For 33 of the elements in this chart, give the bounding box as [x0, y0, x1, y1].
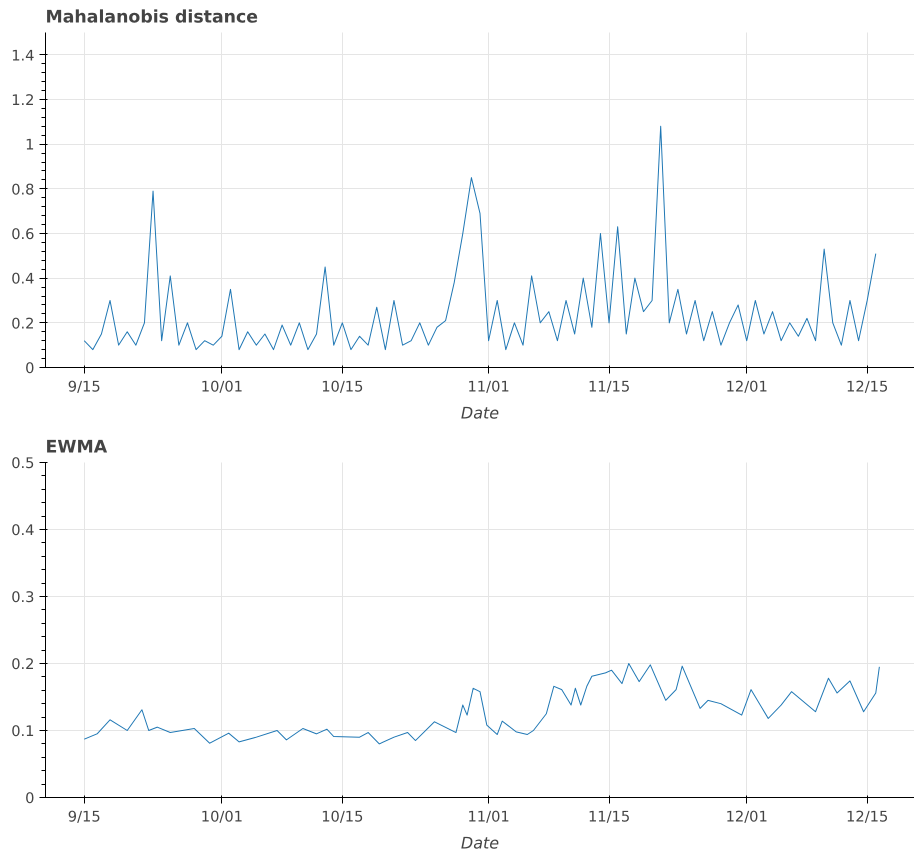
x-tick-label: 9/15 — [68, 378, 101, 396]
x-tick-label: 10/01 — [200, 378, 244, 396]
line-series — [84, 126, 876, 350]
y-tick-label: 0.5 — [11, 455, 35, 472]
y-tick-label: 0.6 — [11, 226, 35, 243]
x-axis-title: Date — [460, 404, 500, 422]
x-tick-label: 12/01 — [726, 378, 768, 396]
y-tick-label: 0.1 — [11, 723, 35, 740]
x-tick-label: 12/15 — [846, 808, 888, 826]
x-tick-label: 12/15 — [846, 378, 888, 396]
y-tick-label: 0.2 — [11, 315, 35, 332]
y-tick-label: 0.8 — [11, 181, 35, 198]
y-tick-label: 0.2 — [11, 656, 35, 673]
x-tick-label: 11/01 — [467, 808, 510, 826]
x-tick-label: 11/01 — [467, 378, 510, 396]
y-tick-label: 0.3 — [11, 589, 35, 606]
x-axis-title: Date — [460, 834, 500, 852]
chart-title: EWMA — [46, 438, 108, 458]
y-tick-label: 1.2 — [11, 92, 35, 109]
y-tick-label: 1 — [25, 136, 35, 154]
x-tick-label: 12/01 — [726, 808, 768, 826]
y-tick-label: 0.4 — [11, 270, 35, 288]
x-tick-label: 10/15 — [321, 378, 364, 396]
y-tick-label: 0 — [25, 360, 35, 377]
x-tick-label: 11/15 — [588, 808, 630, 826]
x-tick-label: 11/15 — [588, 378, 630, 396]
y-tick-label: 1.4 — [11, 47, 35, 64]
y-tick-label: 0.4 — [11, 522, 35, 539]
x-tick-label: 9/15 — [68, 808, 101, 826]
x-tick-label: 10/01 — [200, 808, 244, 826]
y-tick-label: 0 — [25, 790, 35, 807]
x-tick-label: 10/15 — [321, 808, 364, 826]
chart-title: Mahalanobis distance — [46, 8, 258, 28]
